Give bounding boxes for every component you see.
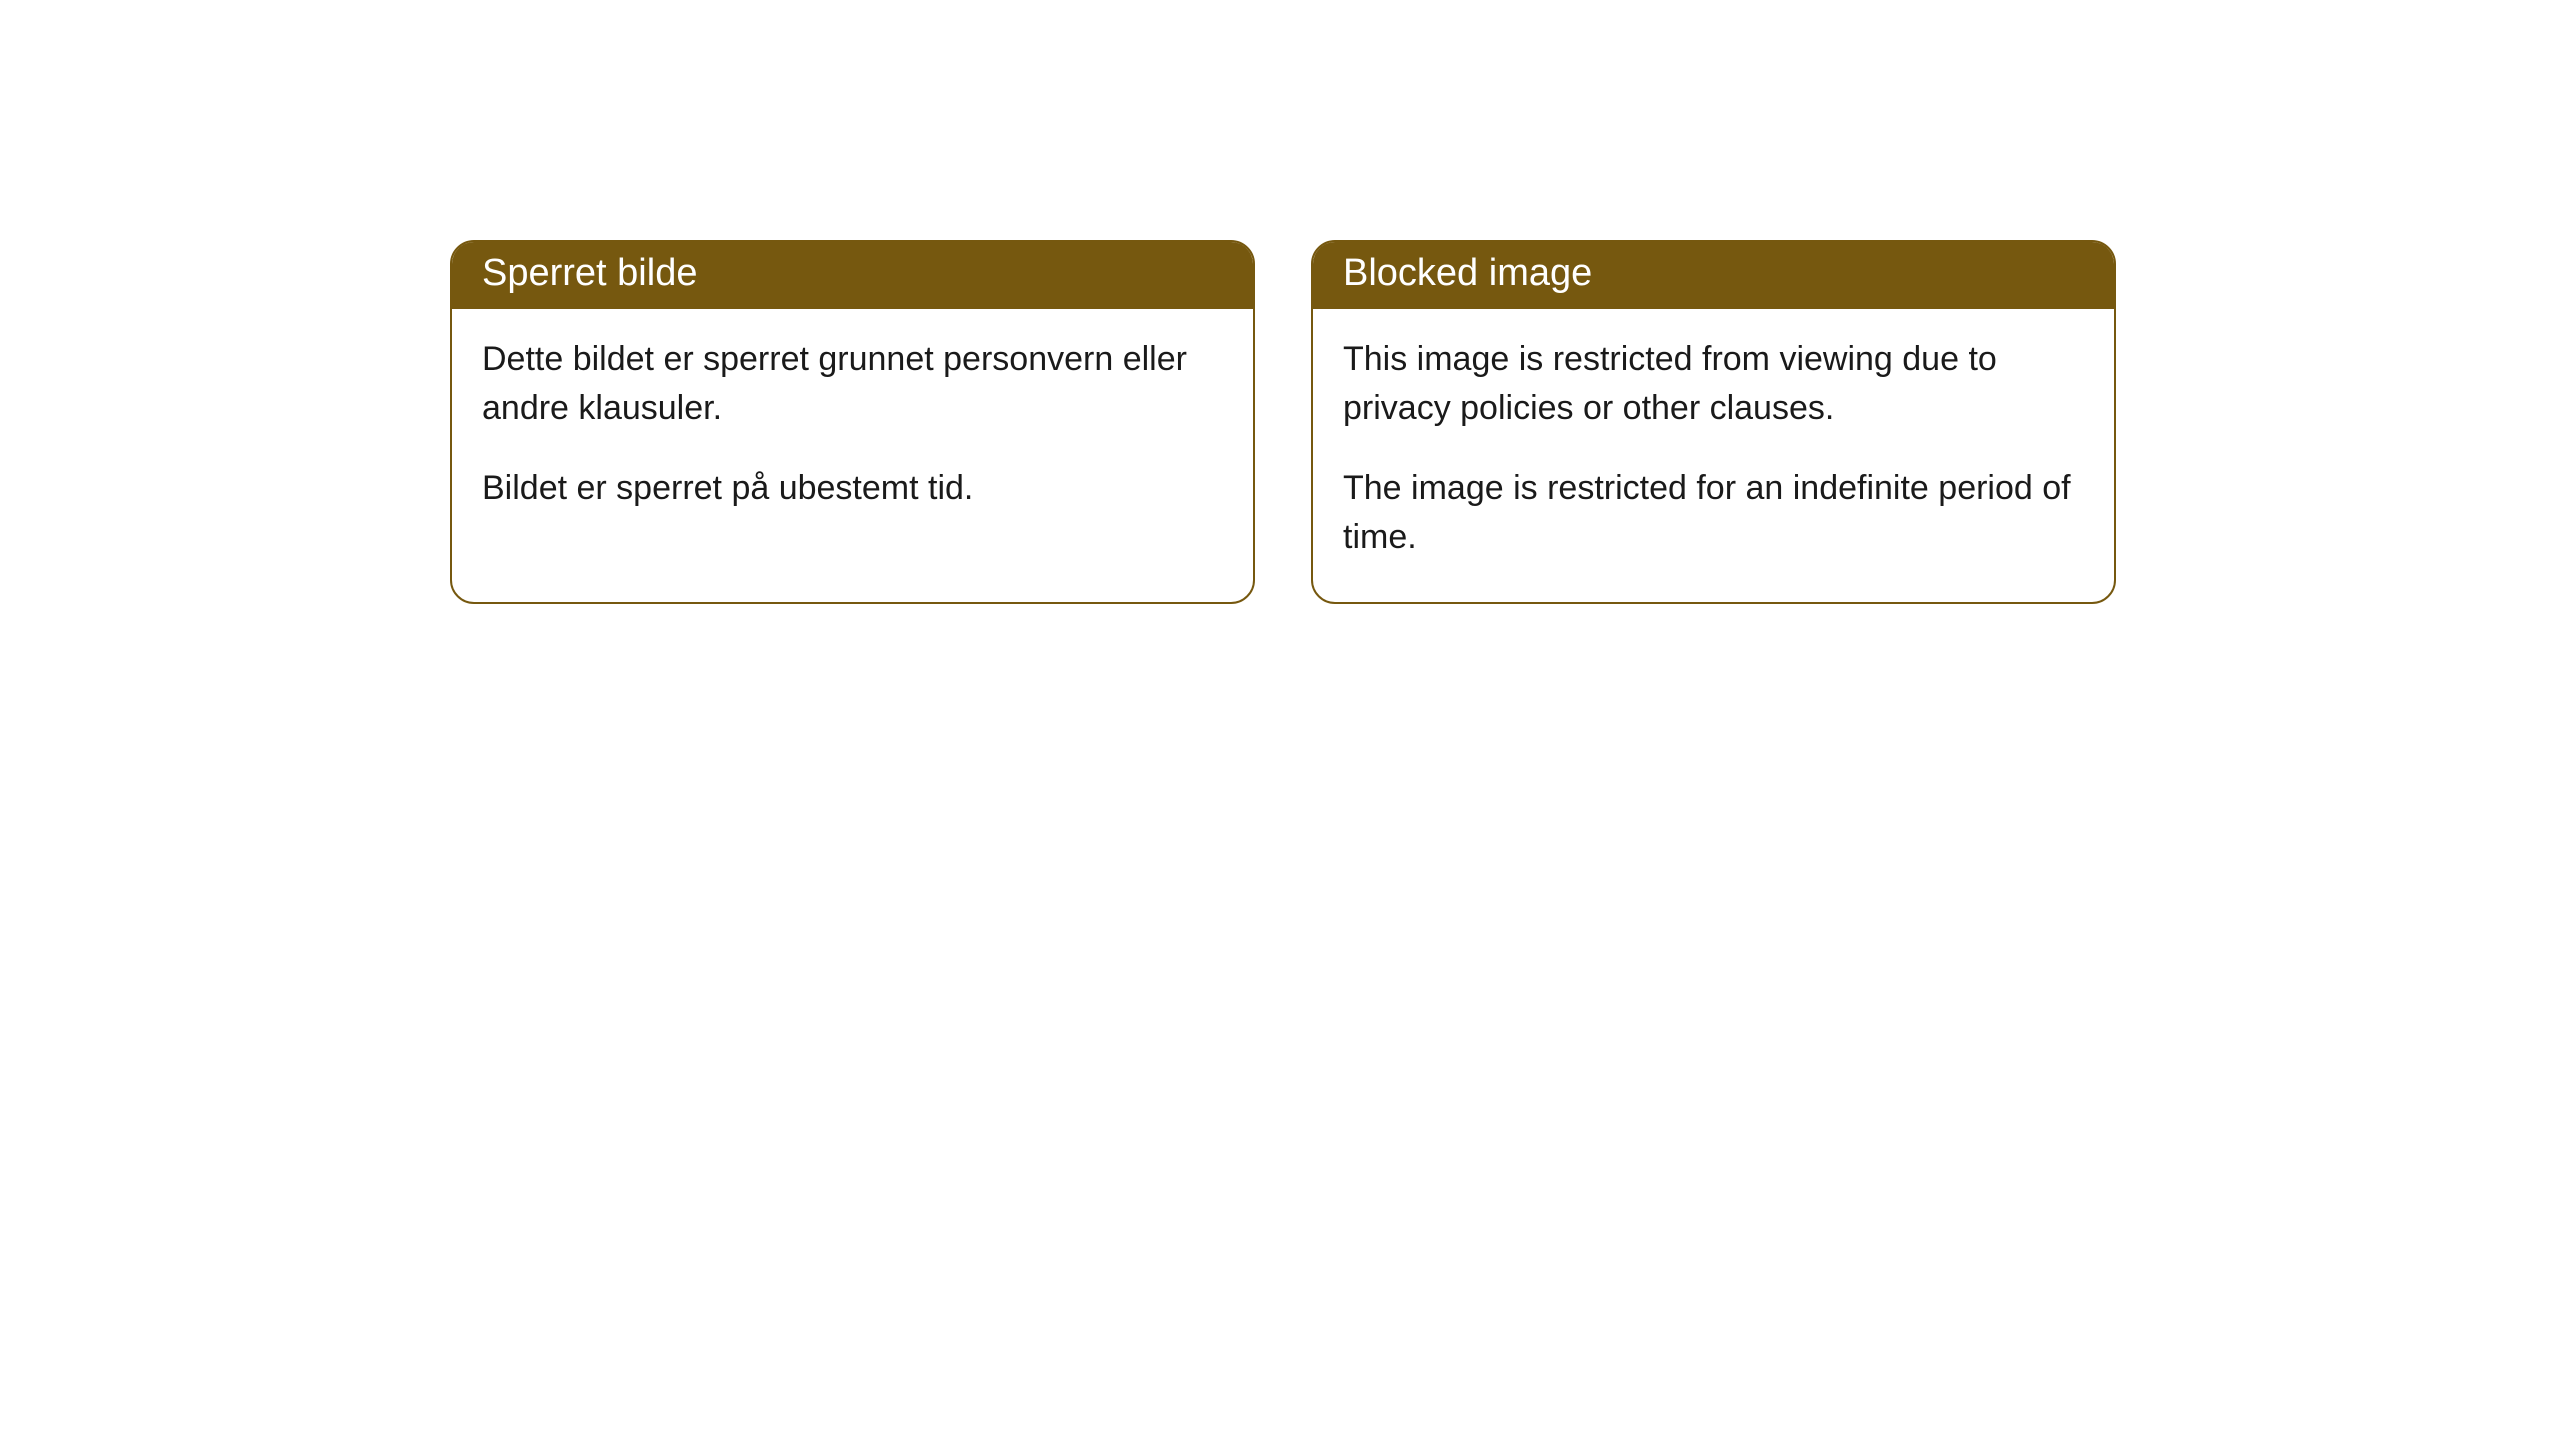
card-text-en-2: The image is restricted for an indefinit… — [1343, 464, 2084, 563]
card-text-en-1: This image is restricted from viewing du… — [1343, 335, 2084, 434]
card-header-en: Blocked image — [1313, 242, 2114, 309]
notice-cards-container: Sperret bilde Dette bildet er sperret gr… — [450, 240, 2116, 604]
blocked-image-card-en: Blocked image This image is restricted f… — [1311, 240, 2116, 604]
card-text-no-2: Bildet er sperret på ubestemt tid. — [482, 464, 1223, 513]
blocked-image-card-no: Sperret bilde Dette bildet er sperret gr… — [450, 240, 1255, 604]
card-title-en: Blocked image — [1343, 252, 1592, 294]
card-text-no-1: Dette bildet er sperret grunnet personve… — [482, 335, 1223, 434]
card-body-en: This image is restricted from viewing du… — [1313, 309, 2114, 602]
card-header-no: Sperret bilde — [452, 242, 1253, 309]
card-title-no: Sperret bilde — [482, 252, 697, 294]
card-body-no: Dette bildet er sperret grunnet personve… — [452, 309, 1253, 553]
